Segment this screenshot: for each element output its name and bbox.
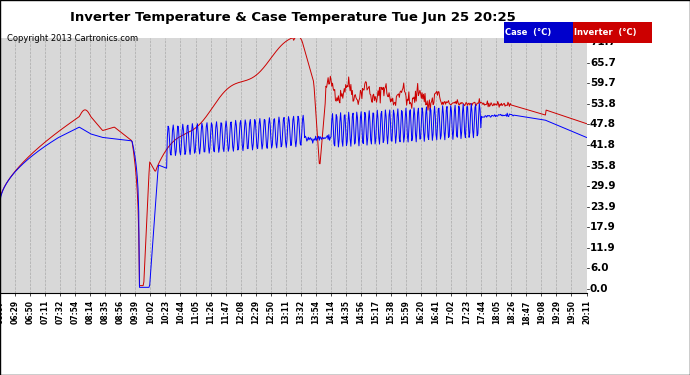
Text: 59.7: 59.7: [590, 78, 615, 88]
Text: 0.0: 0.0: [590, 284, 609, 294]
Text: 17.9: 17.9: [590, 222, 615, 232]
Text: 35.8: 35.8: [590, 161, 615, 171]
Text: 65.7: 65.7: [590, 58, 615, 68]
Text: Case  (°C): Case (°C): [505, 28, 551, 38]
Text: 11.9: 11.9: [590, 243, 615, 253]
Text: Copyright 2013 Cartronics.com: Copyright 2013 Cartronics.com: [7, 34, 138, 43]
Text: 53.8: 53.8: [590, 99, 615, 109]
Text: Inverter Temperature & Case Temperature Tue Jun 25 20:25: Inverter Temperature & Case Temperature …: [70, 11, 516, 24]
Text: 41.8: 41.8: [590, 140, 615, 150]
Text: 6.0: 6.0: [590, 263, 609, 273]
Text: 29.9: 29.9: [590, 181, 615, 191]
Text: 71.7: 71.7: [590, 37, 616, 47]
Text: Inverter  (°C): Inverter (°C): [574, 28, 637, 38]
Text: 23.9: 23.9: [590, 202, 615, 212]
Text: 47.8: 47.8: [590, 119, 616, 129]
